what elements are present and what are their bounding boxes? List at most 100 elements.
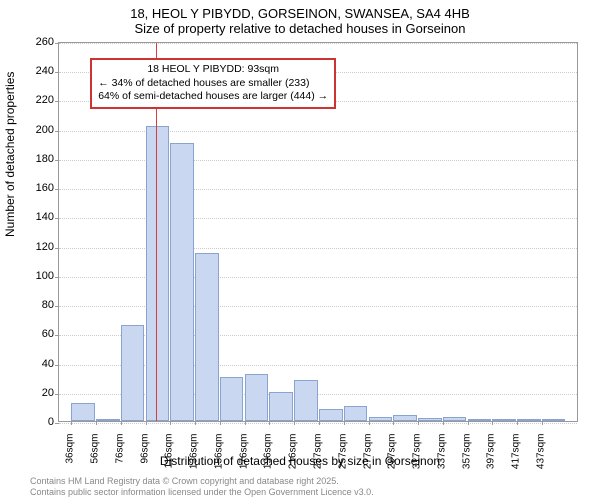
histogram-bar — [294, 380, 318, 421]
ytick-mark — [55, 131, 59, 132]
xtick-label: 437sqm — [535, 434, 546, 478]
xtick-mark — [517, 421, 518, 425]
ytick-mark — [55, 43, 59, 44]
xtick-mark — [468, 421, 469, 425]
xtick-label: 36sqm — [65, 434, 76, 478]
xtick-label: 136sqm — [189, 434, 200, 478]
xtick-mark — [344, 421, 345, 425]
xtick-mark — [121, 421, 122, 425]
xtick-mark — [146, 421, 147, 425]
histogram-bar — [468, 419, 492, 421]
xtick-label: 317sqm — [412, 434, 423, 478]
ytick-label: 180 — [14, 153, 54, 165]
histogram-bar — [492, 419, 516, 421]
histogram-bar — [369, 417, 393, 421]
annotation-line3: 64% of semi-detached houses are larger (… — [98, 90, 328, 104]
annotation-line2: ← 34% of detached houses are smaller (23… — [98, 77, 328, 91]
ytick-mark — [55, 423, 59, 424]
histogram-bar — [121, 325, 145, 421]
xtick-label: 237sqm — [313, 434, 324, 478]
histogram-bar — [269, 392, 293, 421]
histogram-bar — [344, 406, 368, 421]
xtick-label: 417sqm — [511, 434, 522, 478]
ytick-mark — [55, 101, 59, 102]
chart-title-line2: Size of property relative to detached ho… — [0, 21, 600, 40]
histogram-bar — [245, 374, 269, 421]
xtick-mark — [269, 421, 270, 425]
xtick-mark — [71, 421, 72, 425]
ytick-label: 160 — [14, 182, 54, 194]
histogram-bar — [96, 419, 120, 421]
gridline-h — [59, 277, 577, 278]
gridline-h — [59, 306, 577, 307]
xtick-label: 176sqm — [238, 434, 249, 478]
xtick-label: 257sqm — [337, 434, 348, 478]
gridline-h — [59, 248, 577, 249]
xtick-label: 277sqm — [362, 434, 373, 478]
annotation-line1: 18 HEOL Y PIBYDD: 93sqm — [98, 63, 328, 77]
ytick-label: 240 — [14, 65, 54, 77]
xtick-mark — [393, 421, 394, 425]
xtick-label: 156sqm — [213, 434, 224, 478]
histogram-bar — [220, 377, 244, 421]
xtick-label: 357sqm — [461, 434, 472, 478]
gridline-h — [59, 189, 577, 190]
ytick-label: 120 — [14, 241, 54, 253]
xtick-mark — [319, 421, 320, 425]
xtick-mark — [369, 421, 370, 425]
xtick-mark — [294, 421, 295, 425]
ytick-label: 220 — [14, 94, 54, 106]
xtick-label: 337sqm — [436, 434, 447, 478]
xtick-label: 216sqm — [288, 434, 299, 478]
xtick-label: 56sqm — [90, 434, 101, 478]
xtick-label: 96sqm — [139, 434, 150, 478]
xtick-mark — [492, 421, 493, 425]
xtick-label: 76sqm — [114, 434, 125, 478]
ytick-mark — [55, 189, 59, 190]
histogram-bar — [195, 253, 219, 421]
footer-line2: Contains public sector information licen… — [30, 487, 374, 498]
ytick-label: 40 — [14, 358, 54, 370]
ytick-mark — [55, 218, 59, 219]
xtick-mark — [443, 421, 444, 425]
xtick-mark — [418, 421, 419, 425]
ytick-mark — [55, 248, 59, 249]
ytick-mark — [55, 306, 59, 307]
ytick-mark — [55, 394, 59, 395]
xtick-label: 297sqm — [387, 434, 398, 478]
xtick-label: 116sqm — [164, 434, 175, 478]
xtick-mark — [220, 421, 221, 425]
ytick-label: 80 — [14, 299, 54, 311]
gridline-h — [59, 218, 577, 219]
footer-line1: Contains HM Land Registry data © Crown c… — [30, 476, 374, 487]
histogram-bar — [393, 415, 417, 421]
xtick-mark — [542, 421, 543, 425]
gridline-h — [59, 43, 577, 44]
ytick-mark — [55, 160, 59, 161]
xtick-mark — [245, 421, 246, 425]
histogram-bar — [146, 126, 170, 421]
ytick-mark — [55, 335, 59, 336]
xtick-label: 196sqm — [263, 434, 274, 478]
gridline-h — [59, 131, 577, 132]
histogram-bar — [517, 419, 541, 421]
histogram-bar — [319, 409, 343, 421]
xtick-mark — [195, 421, 196, 425]
ytick-label: 0 — [14, 416, 54, 428]
chart-title-line1: 18, HEOL Y PIBYDD, GORSEINON, SWANSEA, S… — [0, 0, 600, 21]
xtick-mark — [170, 421, 171, 425]
histogram-bar — [443, 417, 467, 421]
histogram-bar — [170, 143, 194, 421]
ytick-label: 200 — [14, 124, 54, 136]
ytick-label: 260 — [14, 36, 54, 48]
ytick-label: 140 — [14, 211, 54, 223]
gridline-h — [59, 160, 577, 161]
ytick-label: 100 — [14, 270, 54, 282]
ytick-mark — [55, 72, 59, 73]
ytick-mark — [55, 365, 59, 366]
plot-area: 18 HEOL Y PIBYDD: 93sqm← 34% of detached… — [58, 42, 578, 422]
ytick-label: 20 — [14, 387, 54, 399]
footer-attribution: Contains HM Land Registry data © Crown c… — [30, 476, 374, 498]
ytick-mark — [55, 277, 59, 278]
xtick-label: 397sqm — [486, 434, 497, 478]
